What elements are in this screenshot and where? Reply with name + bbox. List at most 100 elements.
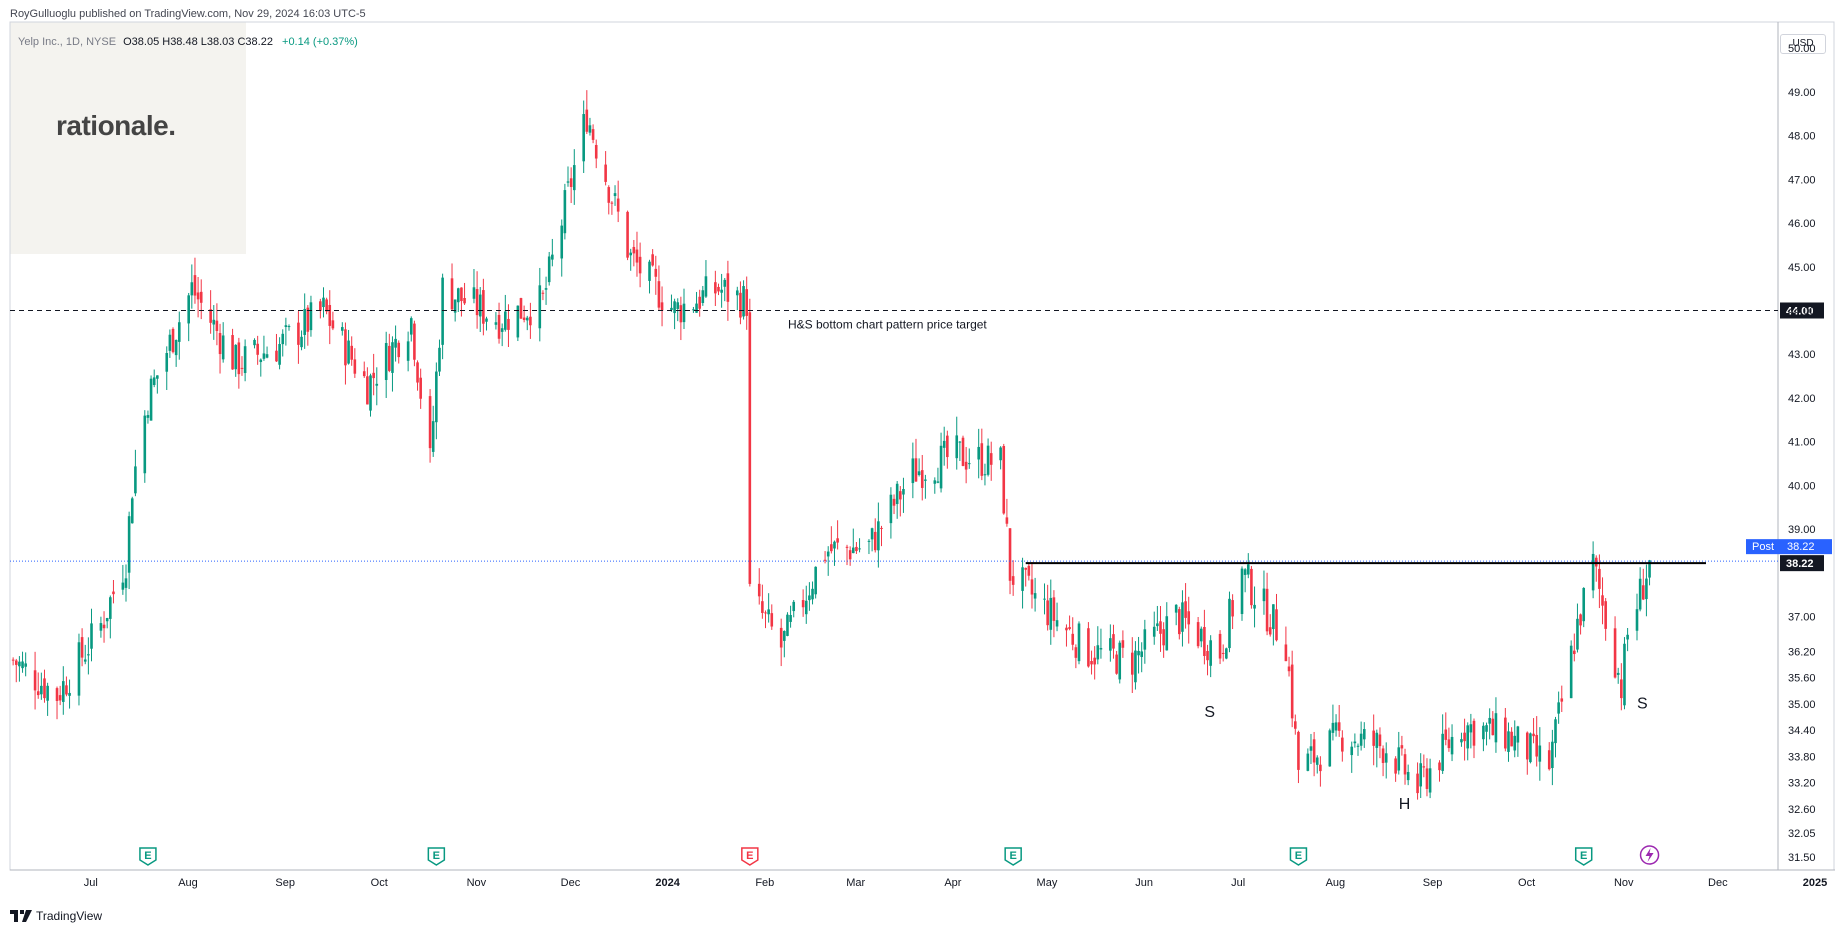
candle-body — [453, 299, 457, 313]
candle — [1419, 753, 1423, 799]
candle-body — [1507, 731, 1510, 752]
candle-body — [102, 624, 106, 629]
y-tick-label: 42.00 — [1788, 393, 1816, 405]
candle-body — [478, 294, 482, 317]
candle — [1033, 577, 1037, 612]
candle-body — [209, 309, 212, 323]
candle — [325, 297, 328, 315]
candle — [463, 282, 466, 305]
candle — [525, 315, 529, 331]
candle — [1482, 722, 1485, 752]
candle-body — [297, 322, 300, 345]
candle-body — [112, 591, 115, 595]
candle — [243, 339, 247, 382]
candle-body — [1428, 768, 1432, 793]
candle-body — [24, 663, 27, 667]
candle — [858, 538, 861, 553]
candle-body — [1005, 517, 1009, 524]
candle — [833, 540, 836, 566]
bolt-glyph — [1645, 848, 1654, 862]
candle-body — [1272, 604, 1275, 630]
candle-body — [682, 303, 686, 323]
candle-body — [516, 305, 520, 338]
target-price-label: 44.00 — [1786, 305, 1814, 317]
candle-body — [1482, 725, 1485, 740]
candle — [221, 322, 225, 363]
candle-body — [262, 353, 266, 359]
candle — [152, 369, 156, 388]
candle — [801, 589, 805, 617]
candle — [165, 346, 169, 391]
candle — [757, 568, 761, 605]
candle-body — [638, 256, 642, 274]
candle-body — [629, 252, 633, 256]
candle — [1315, 755, 1319, 774]
candle-body — [1130, 652, 1134, 675]
candle — [889, 487, 893, 539]
candle-body — [739, 292, 742, 318]
candle-body — [366, 376, 369, 405]
candle-body — [1372, 730, 1375, 746]
candle-body — [1419, 763, 1423, 787]
candle-body — [783, 631, 786, 641]
candle — [1491, 711, 1495, 736]
candle-body — [1052, 597, 1056, 621]
currency-button[interactable]: USD — [1780, 34, 1826, 54]
candle — [105, 617, 109, 629]
pattern-label: S — [1204, 704, 1215, 721]
candle — [977, 428, 980, 479]
candle-body — [958, 441, 962, 443]
candle — [77, 633, 81, 706]
symbol-legend[interactable]: Yelp Inc., 1D, NYSE O38.05 H38.48 L38.03… — [18, 36, 358, 48]
candle — [1472, 718, 1476, 759]
candle-body — [1491, 718, 1495, 736]
candle-body — [384, 342, 388, 381]
candle-body — [572, 165, 576, 191]
candle — [516, 305, 520, 342]
candle — [1532, 718, 1535, 744]
candle — [240, 356, 244, 376]
candle-body — [591, 129, 595, 140]
candle-body — [1246, 564, 1250, 575]
candle — [1159, 606, 1162, 652]
candle — [1582, 587, 1586, 628]
candle — [999, 446, 1002, 470]
candle-body — [1438, 762, 1441, 771]
candle — [156, 375, 159, 394]
candle-body — [1112, 634, 1115, 649]
candle-body — [80, 637, 84, 658]
candle-body — [1077, 623, 1081, 662]
candle — [1460, 732, 1463, 747]
candle-body — [1381, 748, 1385, 763]
candle-body — [1375, 732, 1379, 748]
candle — [309, 295, 313, 337]
candle-body — [767, 609, 770, 615]
candle-body — [253, 339, 256, 346]
tradingview-footer[interactable]: TradingView — [10, 909, 102, 923]
candle-body — [237, 342, 241, 375]
candle — [1049, 579, 1053, 645]
candle-body — [529, 316, 532, 326]
candle-body — [419, 377, 422, 399]
candle — [441, 273, 444, 360]
y-tick-label: 40.00 — [1788, 480, 1816, 492]
candle-body — [1463, 732, 1466, 742]
candle-body — [626, 211, 629, 258]
candle — [460, 287, 463, 317]
candle — [770, 604, 774, 630]
candle-body — [165, 352, 169, 372]
candle — [1375, 729, 1379, 768]
candle — [1011, 560, 1015, 596]
candle-body — [1203, 626, 1206, 657]
candle — [1265, 572, 1269, 636]
candle — [657, 265, 661, 311]
candle-body — [494, 322, 498, 325]
candle — [231, 328, 234, 370]
candle — [1353, 733, 1357, 748]
price-change: +0.14 (+0.37%) — [282, 36, 358, 48]
candle-body — [1466, 725, 1470, 749]
candle-body — [105, 618, 109, 622]
candle — [1441, 714, 1444, 774]
candle-body — [977, 446, 980, 460]
